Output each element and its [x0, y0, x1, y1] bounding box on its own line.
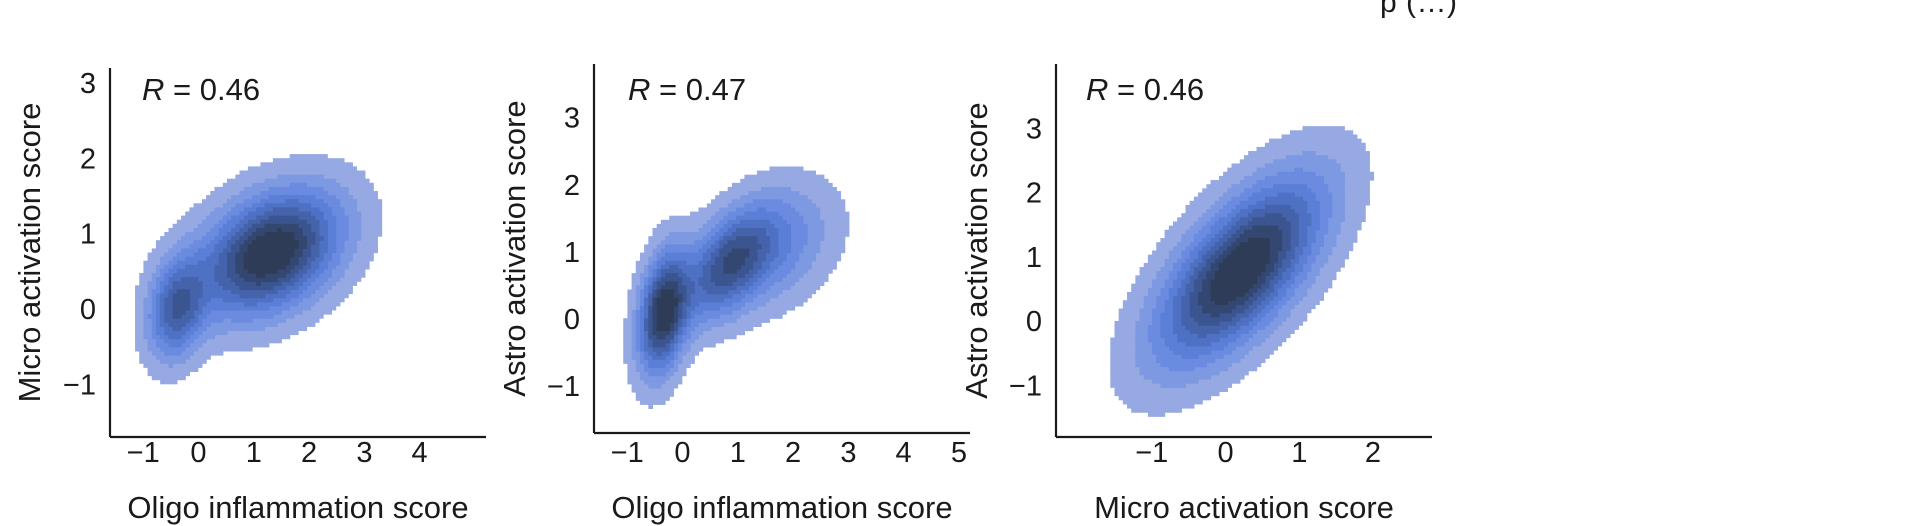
- y-tick-label: −1: [63, 369, 96, 401]
- y-tick-label: −1: [1009, 371, 1042, 403]
- y-tick-label: 2: [80, 143, 96, 175]
- y-tick-label: 2: [1026, 178, 1042, 210]
- correlation-annotation: R = 0.46: [1086, 72, 1204, 107]
- kde-panel-2: −1 0 1 2 3 4 5 −1 0 1 2 3 Oligo inflammation score As…: [497, 64, 970, 525]
- x-tick-label: −1: [1135, 437, 1168, 469]
- x-tick-label: 0: [1218, 437, 1234, 469]
- y-axis-label: Astro activation score: [497, 100, 532, 396]
- y-tick-label: 1: [80, 219, 96, 251]
- x-tick-label: −1: [127, 437, 160, 469]
- y-tick-label: 0: [80, 294, 96, 326]
- kde-level-9: [656, 289, 679, 332]
- kde-level-9: [1210, 238, 1270, 305]
- y-tick-label: 0: [564, 304, 580, 336]
- x-tick-label: 1: [730, 437, 746, 469]
- clipped-header-text: p (…): [1380, 0, 1458, 20]
- y-tick-label: −1: [547, 371, 580, 403]
- correlation-symbol: R: [628, 72, 650, 107]
- y-tick-label: 1: [1026, 242, 1042, 274]
- y-tick-label: 3: [1026, 113, 1042, 145]
- correlation-symbol: R: [1086, 72, 1108, 107]
- x-axis-label: Oligo inflammation score: [127, 490, 468, 525]
- kde-level-9: [243, 227, 299, 278]
- correlation-value: = 0.46: [1108, 72, 1204, 107]
- kde-density: [1110, 126, 1375, 417]
- x-tick-label: 2: [301, 437, 317, 469]
- kde-panel-3: −1 0 1 2 −1 0 1 2 3 Micro activation score Astro a…: [959, 64, 1432, 525]
- correlation-annotation: R = 0.47: [628, 72, 746, 107]
- x-tick-label: 0: [190, 437, 206, 469]
- x-tick-label: 3: [356, 437, 372, 469]
- correlation-symbol: R: [142, 72, 164, 107]
- x-tick-label: 3: [840, 437, 856, 469]
- kde-panel-1: −1 0 1 2 3 4 −1 0 1 2 3 Oligo inflammation score Mic…: [12, 68, 486, 525]
- y-axis-label: Micro activation score: [12, 103, 47, 403]
- correlation-value: = 0.47: [650, 72, 746, 107]
- correlation-value: = 0.46: [164, 72, 260, 107]
- x-tick-label: 2: [1365, 437, 1381, 469]
- y-tick-label: 2: [564, 170, 580, 202]
- kde-density: [623, 166, 850, 409]
- x-tick-label: −1: [611, 437, 644, 469]
- kde-density: [135, 154, 383, 385]
- x-axis-label: Micro activation score: [1094, 490, 1394, 525]
- x-tick-label: 5: [951, 437, 967, 469]
- x-tick-label: 1: [1291, 437, 1307, 469]
- y-tick-label: 0: [1026, 306, 1042, 338]
- x-tick-label: 4: [412, 437, 428, 469]
- y-axis-label: Astro activation score: [959, 102, 994, 398]
- x-tick-label: 4: [896, 437, 912, 469]
- y-tick-label: 3: [564, 103, 580, 135]
- correlation-annotation: R = 0.46: [142, 72, 260, 107]
- x-tick-label: 0: [674, 437, 690, 469]
- x-axis-label: Oligo inflammation score: [611, 490, 952, 525]
- x-tick-label: 2: [785, 437, 801, 469]
- y-tick-label: 1: [564, 237, 580, 269]
- x-tick-label: 1: [246, 437, 262, 469]
- y-tick-label: 3: [80, 68, 96, 100]
